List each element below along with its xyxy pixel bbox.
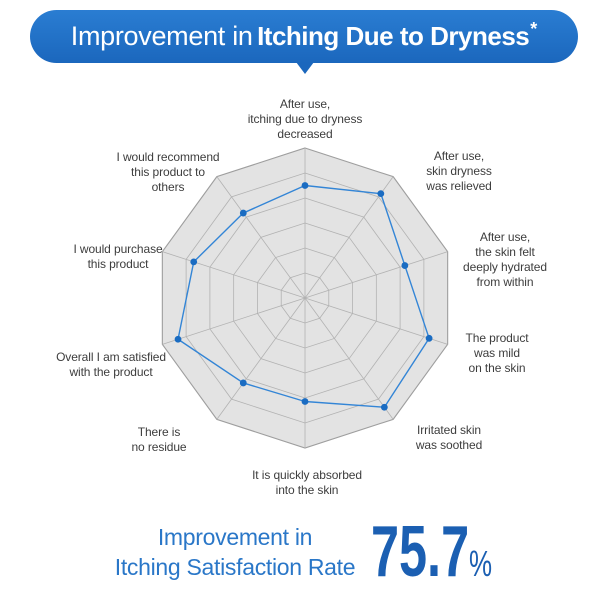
data-point (377, 190, 385, 198)
data-point (380, 403, 388, 411)
data-point (239, 379, 247, 387)
axis-label-quickly-absorbed: It is quickly absorbed into the skin (252, 468, 362, 497)
grid-spoke (162, 297, 306, 345)
axis-label-no-residue: There is no residue (131, 425, 187, 454)
grid-spoke (304, 251, 448, 299)
data-point (301, 182, 309, 189)
summary-label: Improvement in Itching Satisfaction Rate (110, 522, 360, 582)
axis-label-itching-decreased: After use, itching due to dryness decrea… (247, 97, 363, 141)
axis-label-overall-satisfied: Overall I am satisfied with the product (56, 350, 166, 379)
axis-label-dryness-relieved: After use, skin dryness was relieved (426, 149, 492, 193)
grid-spoke (216, 176, 306, 299)
banner-pointer (296, 62, 314, 74)
data-point (239, 209, 247, 217)
axis-label-deeply-hydrated: After use, the skin felt deeply hydrated… (463, 230, 547, 289)
axis-label-irritation-soothed: Irritated skin was soothed (415, 423, 483, 452)
axis-label-mild-on-skin: The product was mild on the skin (465, 331, 529, 375)
title-asterisk: * (530, 19, 538, 39)
title-banner: Improvement in Itching Due to Dryness* (30, 10, 578, 63)
title-bold-text: Itching Due to Dryness (257, 21, 530, 51)
data-point (425, 334, 433, 342)
satisfaction-rate-value: 75.7 (371, 512, 470, 592)
grid-spoke (216, 297, 306, 420)
grid-spoke (304, 176, 394, 299)
axis-label-would-recommend: I would recommend this product to others (116, 150, 220, 194)
axis-label-would-purchase: I would purchase this product (73, 242, 163, 271)
grid-spoke (304, 297, 448, 345)
title-light-text: Improvement in (70, 21, 253, 51)
grid-spoke (162, 251, 306, 299)
data-point (190, 258, 198, 266)
satisfaction-rate-unit: % (469, 543, 493, 584)
grid-spoke (304, 297, 394, 420)
data-point (301, 398, 309, 405)
data-point (174, 335, 182, 343)
summary-label-line2: Itching Satisfaction Rate (114, 554, 356, 580)
summary-label-line1: Improvement in (157, 524, 313, 550)
data-point (401, 262, 409, 269)
